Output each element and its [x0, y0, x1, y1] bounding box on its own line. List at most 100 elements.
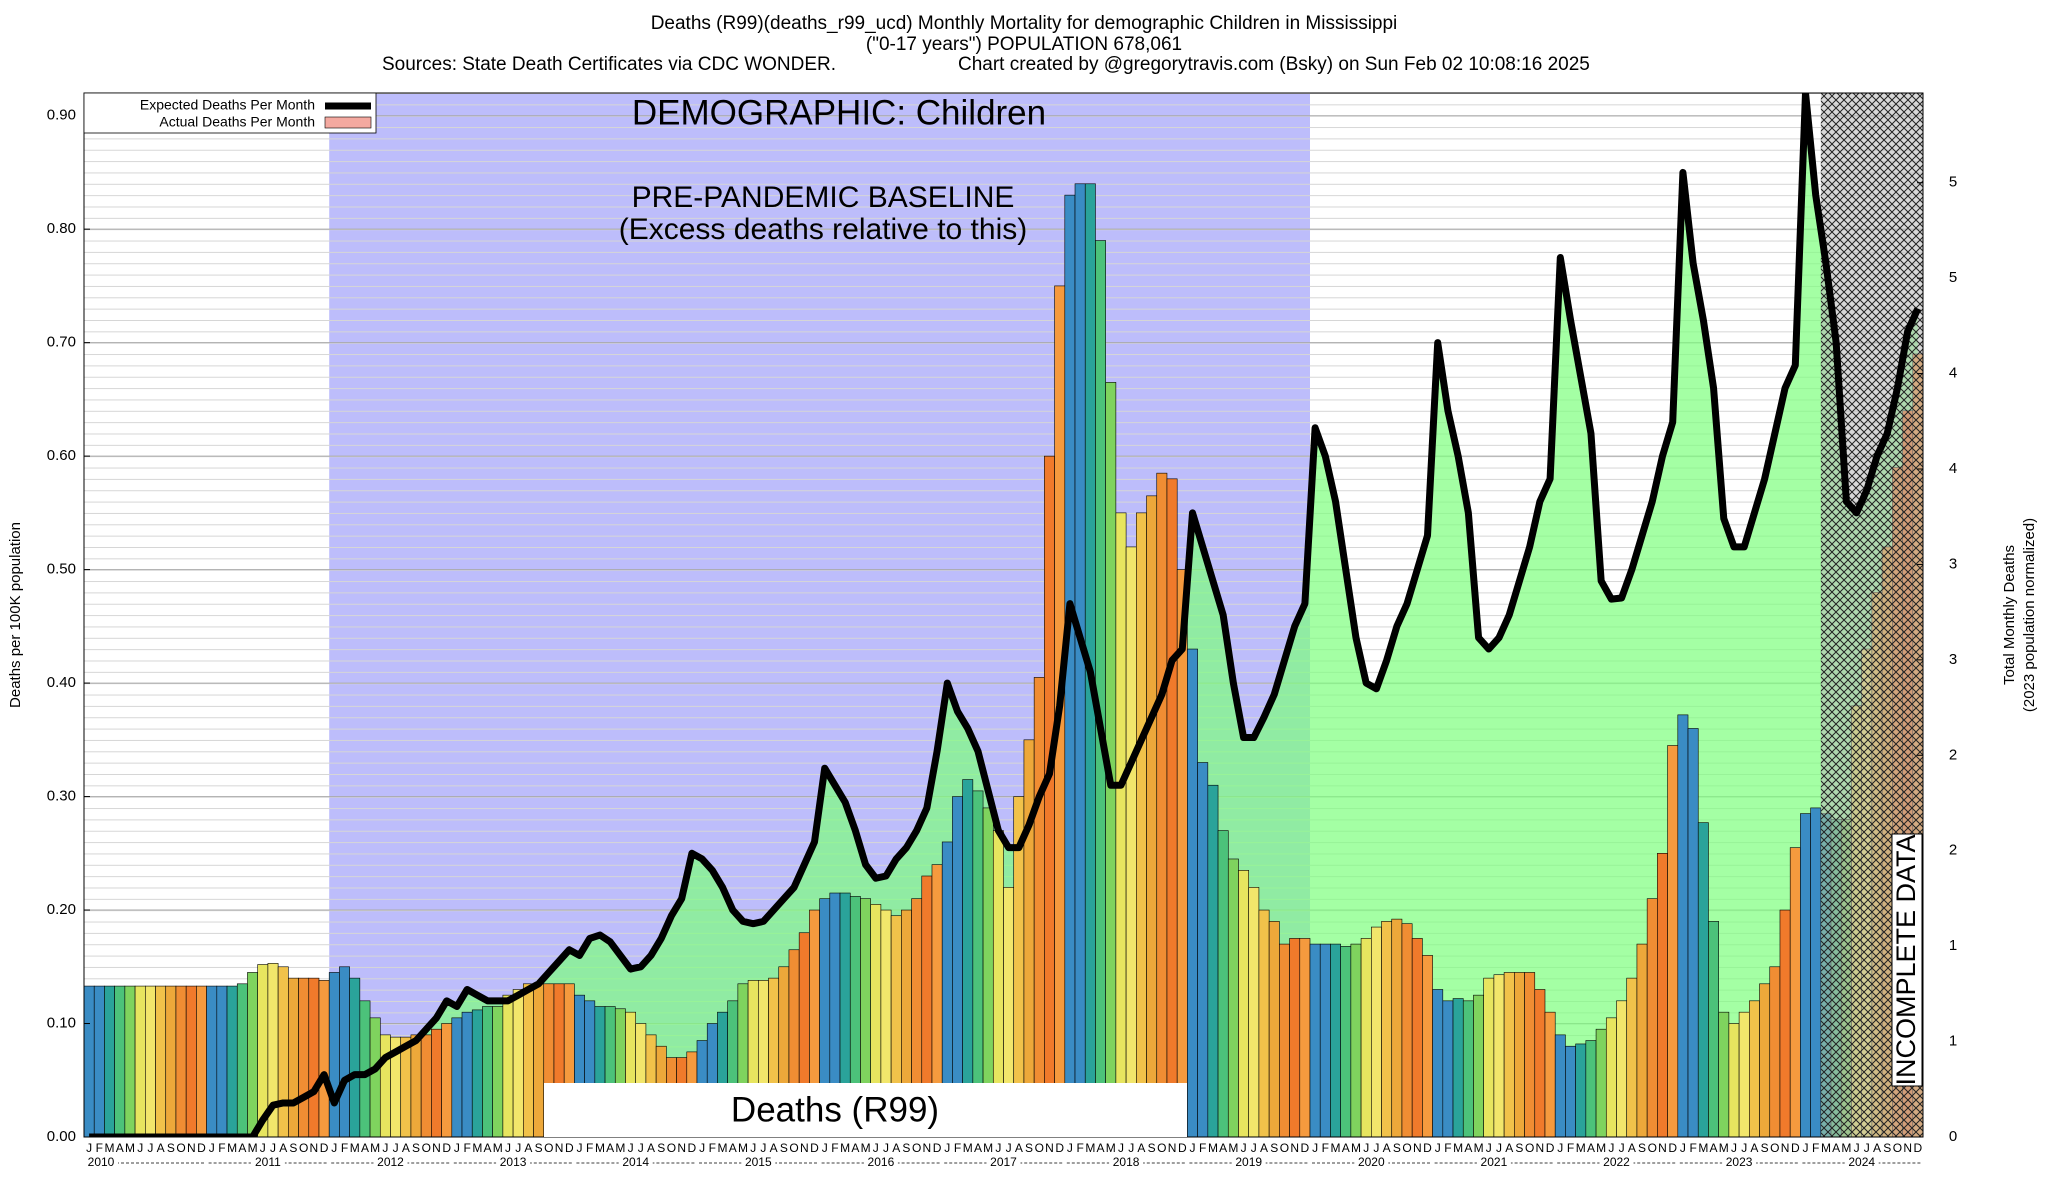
y2-tick-label: 2	[1949, 842, 1957, 859]
x-tick-label: J	[86, 1141, 92, 1155]
x-tick-label: J	[515, 1141, 521, 1155]
bar	[1136, 512, 1147, 1137]
x-tick-label: N	[923, 1141, 932, 1155]
x-tick-label: J	[638, 1141, 644, 1155]
bar	[1044, 455, 1055, 1137]
x-tick-label: J	[147, 1141, 153, 1155]
y2-tick-label: 3	[1949, 651, 1957, 668]
x-tick-label: D	[565, 1141, 574, 1155]
bar	[451, 1017, 463, 1137]
year-label: 2012	[377, 1155, 404, 1169]
x-tick-label: D	[810, 1141, 819, 1155]
x-tick-label: F	[96, 1141, 103, 1155]
x-tick-label: A	[892, 1141, 900, 1155]
chart-subtitle: ("0-17 years") POPULATION 678,061	[866, 34, 1182, 55]
x-tick-label: J	[1608, 1141, 1614, 1155]
x-tick-label: A	[524, 1141, 532, 1155]
bar	[84, 985, 95, 1137]
x-tick-label: N	[1045, 1141, 1054, 1155]
x-tick-label: J	[393, 1141, 399, 1155]
x-tick-label: O	[422, 1141, 431, 1155]
x-tick-label: J	[1731, 1141, 1737, 1155]
year-label: 2015	[745, 1155, 772, 1169]
bar	[1616, 1000, 1628, 1137]
x-tick-label: D	[1791, 1141, 1800, 1155]
year-label: 2024	[1848, 1155, 1875, 1169]
year-label: 2013	[500, 1155, 527, 1169]
x-tick-label: N	[1290, 1141, 1299, 1155]
x-tick-label: J	[270, 1141, 276, 1155]
year-label: 2019	[1235, 1155, 1262, 1169]
x-tick-label: O	[544, 1141, 553, 1155]
x-tick-label: O	[1157, 1141, 1166, 1155]
x-tick-label: J	[699, 1141, 705, 1155]
bar	[236, 983, 248, 1137]
year-label: 2016	[868, 1155, 895, 1169]
bar	[1554, 1034, 1566, 1137]
x-tick-label: F	[463, 1141, 470, 1155]
year-label-bg	[84, 1156, 118, 1170]
bar	[1299, 938, 1311, 1137]
x-tick-label: S	[1761, 1141, 1769, 1155]
x-tick-label: M	[1331, 1141, 1341, 1155]
bar	[339, 966, 350, 1137]
x-tick-label: M	[1085, 1141, 1095, 1155]
bar	[1330, 943, 1341, 1137]
bar	[1289, 938, 1301, 1137]
bar	[1279, 943, 1290, 1137]
bar	[1381, 921, 1393, 1137]
year-label: 2010	[88, 1155, 115, 1169]
bar	[369, 1017, 381, 1137]
bar	[1595, 1028, 1607, 1137]
bar	[206, 985, 218, 1137]
bar	[1646, 898, 1658, 1137]
x-tick-label: A	[1015, 1141, 1023, 1155]
x-tick-label: A	[238, 1141, 246, 1155]
x-tick-label: N	[1413, 1141, 1422, 1155]
bar	[114, 985, 126, 1137]
x-tick-label: F	[1567, 1141, 1574, 1155]
bar	[1626, 977, 1638, 1137]
x-tick-label: M	[861, 1141, 871, 1155]
x-tick-label: A	[1628, 1141, 1636, 1155]
x-tick-label: J	[1557, 1141, 1563, 1155]
x-tick-label: J	[822, 1141, 828, 1155]
bar	[1115, 512, 1127, 1137]
y2-tick-label: 1	[1949, 1033, 1957, 1050]
x-tick-label: M	[125, 1141, 135, 1155]
bar	[1371, 926, 1382, 1137]
x-tick-label: S	[535, 1141, 543, 1155]
bar	[502, 994, 514, 1137]
bar	[1268, 921, 1280, 1137]
bar	[1728, 1023, 1740, 1137]
bar	[1779, 909, 1791, 1137]
bar	[1789, 847, 1801, 1137]
bar	[1207, 784, 1219, 1137]
baseline-label: PRE-PANDEMIC BASELINE	[632, 181, 1015, 214]
y2-axis-sublabel: (2023 population normalized)	[2021, 518, 2038, 712]
plot-marks	[84, 93, 1923, 1137]
y-tick-label: 0.10	[47, 1014, 76, 1031]
bar	[1340, 946, 1352, 1137]
x-tick-label: S	[1270, 1141, 1278, 1155]
x-tick-label: O	[1402, 1141, 1411, 1155]
bar	[1810, 807, 1822, 1137]
y-tick-label: 0.90	[47, 107, 76, 124]
x-tick-label: D	[688, 1141, 697, 1155]
bar	[349, 977, 361, 1137]
demographic-label: DEMOGRAPHIC: Children	[632, 93, 1046, 132]
x-tick-label: J	[1190, 1141, 1196, 1155]
x-tick-label: A	[279, 1141, 287, 1155]
x-tick-label: J	[1854, 1141, 1860, 1155]
x-tick-label: O	[1893, 1141, 1902, 1155]
bar	[328, 972, 340, 1137]
chart-title: Deaths (R99)(deaths_r99_ucd) Monthly Mor…	[651, 13, 1398, 34]
x-tick-label: J	[1241, 1141, 1247, 1155]
x-tick-label: A	[1097, 1141, 1105, 1155]
x-tick-label: A	[402, 1141, 410, 1155]
x-tick-label: J	[1312, 1141, 1318, 1155]
incomplete-label-bg	[1891, 833, 1923, 1087]
x-tick-label: J	[382, 1141, 388, 1155]
x-tick-label: S	[1393, 1141, 1401, 1155]
